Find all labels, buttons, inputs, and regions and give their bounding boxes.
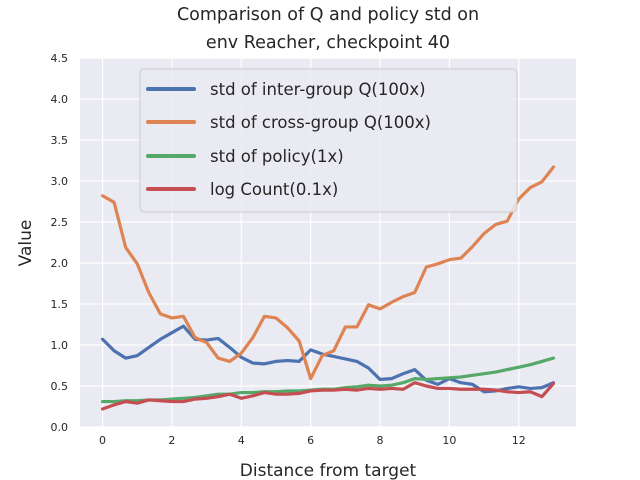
series-line-log-count: [100, 381, 556, 411]
x-tick-label: 6: [307, 434, 314, 447]
chart-title-line-1: Comparison of Q and policy std on: [177, 5, 479, 25]
x-axis-label: Distance from target: [240, 461, 417, 480]
legend-label-log-count: log Count(0.1x): [210, 180, 338, 199]
legend-box: [139, 68, 518, 213]
y-tick-label: 3.5: [51, 134, 69, 147]
y-tick-label: 2.0: [51, 257, 69, 270]
series-line-cross-group-q: [100, 165, 556, 381]
y-tick-label: 0.0: [51, 421, 69, 434]
chart-title-line-2: env Reacher, checkpoint 40: [206, 33, 450, 53]
x-tick-label: 0: [99, 434, 106, 447]
y-tick-label: 4.0: [51, 93, 69, 106]
y-axis-label: Value: [16, 220, 36, 267]
y-tick-labels: 0.0 0.5 1.0 1.5 2.0 2.5 3.0 3.5 4.0 4.5: [51, 52, 69, 434]
x-tick-label: 10: [442, 434, 456, 447]
y-tick-label: 1.0: [51, 339, 69, 352]
x-tick-label: 2: [168, 434, 175, 447]
y-tick-label: 1.5: [51, 298, 69, 311]
y-tick-label: 3.0: [51, 175, 69, 188]
legend: std of inter-group Q(100x) std of cross-…: [139, 68, 518, 213]
y-tick-label: 4.5: [51, 52, 69, 65]
y-tick-label: 0.5: [51, 380, 69, 393]
x-tick-label: 8: [377, 434, 384, 447]
x-tick-label: 4: [238, 434, 245, 447]
y-tick-label: 2.5: [51, 216, 69, 229]
series-lines: [100, 165, 556, 411]
legend-label-cross-group-q: std of cross-group Q(100x): [210, 113, 431, 132]
legend-label-policy-std: std of policy(1x): [210, 147, 344, 166]
legend-label-inter-group-q: std of inter-group Q(100x): [210, 80, 426, 99]
x-tick-labels: 0 2 4 6 8 10 12: [99, 434, 526, 447]
x-tick-label: 12: [512, 434, 526, 447]
